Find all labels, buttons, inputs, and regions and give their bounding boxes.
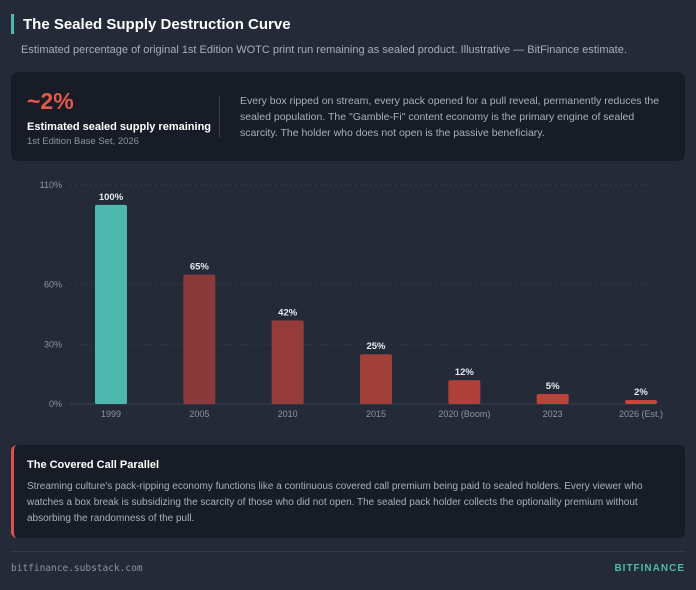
bar	[271, 320, 304, 404]
bar	[360, 354, 392, 404]
bar-value-label: 100%	[99, 192, 124, 203]
x-tick-label: 2020 (Boom)	[438, 409, 490, 419]
bar	[536, 394, 569, 404]
bar	[183, 274, 216, 404]
callout-card: The Covered Call Parallel Streaming cult…	[11, 445, 685, 538]
page-title: The Sealed Supply Destruction Curve	[23, 15, 291, 33]
chart-svg: 0% 30% 60% 110% 100% 1999 65% 2005 42% 2010 25% 201…	[40, 180, 663, 419]
bar-value-label: 2%	[634, 387, 648, 398]
stat-summary: ~2% Estimated sealed supply remaining 1s…	[27, 88, 212, 147]
y-tick-label: 60%	[44, 280, 62, 290]
bar	[95, 204, 127, 404]
y-tick-label: 0%	[49, 399, 62, 409]
stat-label: Estimated sealed supply remaining	[27, 121, 212, 133]
x-tick-label: 2023	[543, 409, 563, 419]
footer-source: bitfinance.substack.com	[11, 563, 143, 574]
x-tick-label: 2015	[366, 409, 386, 419]
bar-value-label: 12%	[455, 367, 475, 378]
stat-sublabel: 1st Edition Base Set, 2026	[27, 136, 139, 147]
y-tick-label: 30%	[44, 339, 62, 349]
callout-title: The Covered Call Parallel	[27, 459, 160, 471]
x-tick-label: 2026 (Est.)	[619, 409, 663, 419]
y-tick-label: 110%	[40, 180, 62, 190]
bar-chart: 0% 30% 60% 110% 100% 1999 65% 2005 42% 2010 25% 201…	[0, 178, 696, 428]
footer-divider	[11, 551, 685, 552]
x-tick-label: 2005	[189, 409, 209, 419]
callout-body: Streaming culture's pack-ripping economy…	[27, 481, 643, 524]
bar-value-label: 5%	[546, 381, 560, 392]
footer-brand-logo: BITFINANCE	[614, 563, 685, 574]
stat-divider	[219, 96, 220, 138]
title-row: The Sealed Supply Destruction Curve	[11, 14, 685, 34]
header: The Sealed Supply Destruction Curve Esti…	[11, 14, 685, 56]
bar-value-label: 42%	[278, 307, 298, 318]
bar-value-label: 25%	[366, 341, 386, 352]
bar	[625, 400, 657, 404]
bar	[448, 380, 481, 404]
stat-card: ~2% Estimated sealed supply remaining 1s…	[11, 72, 685, 161]
x-tick-label: 1999	[101, 409, 121, 419]
stat-description: Every box ripped on stream, every pack o…	[240, 95, 660, 139]
title-accent-bar	[11, 14, 14, 34]
bar-value-label: 65%	[190, 262, 210, 273]
stat-value: ~2%	[27, 88, 74, 114]
page-subtitle: Estimated percentage of original 1st Edi…	[21, 44, 627, 56]
x-tick-label: 2010	[278, 409, 298, 419]
